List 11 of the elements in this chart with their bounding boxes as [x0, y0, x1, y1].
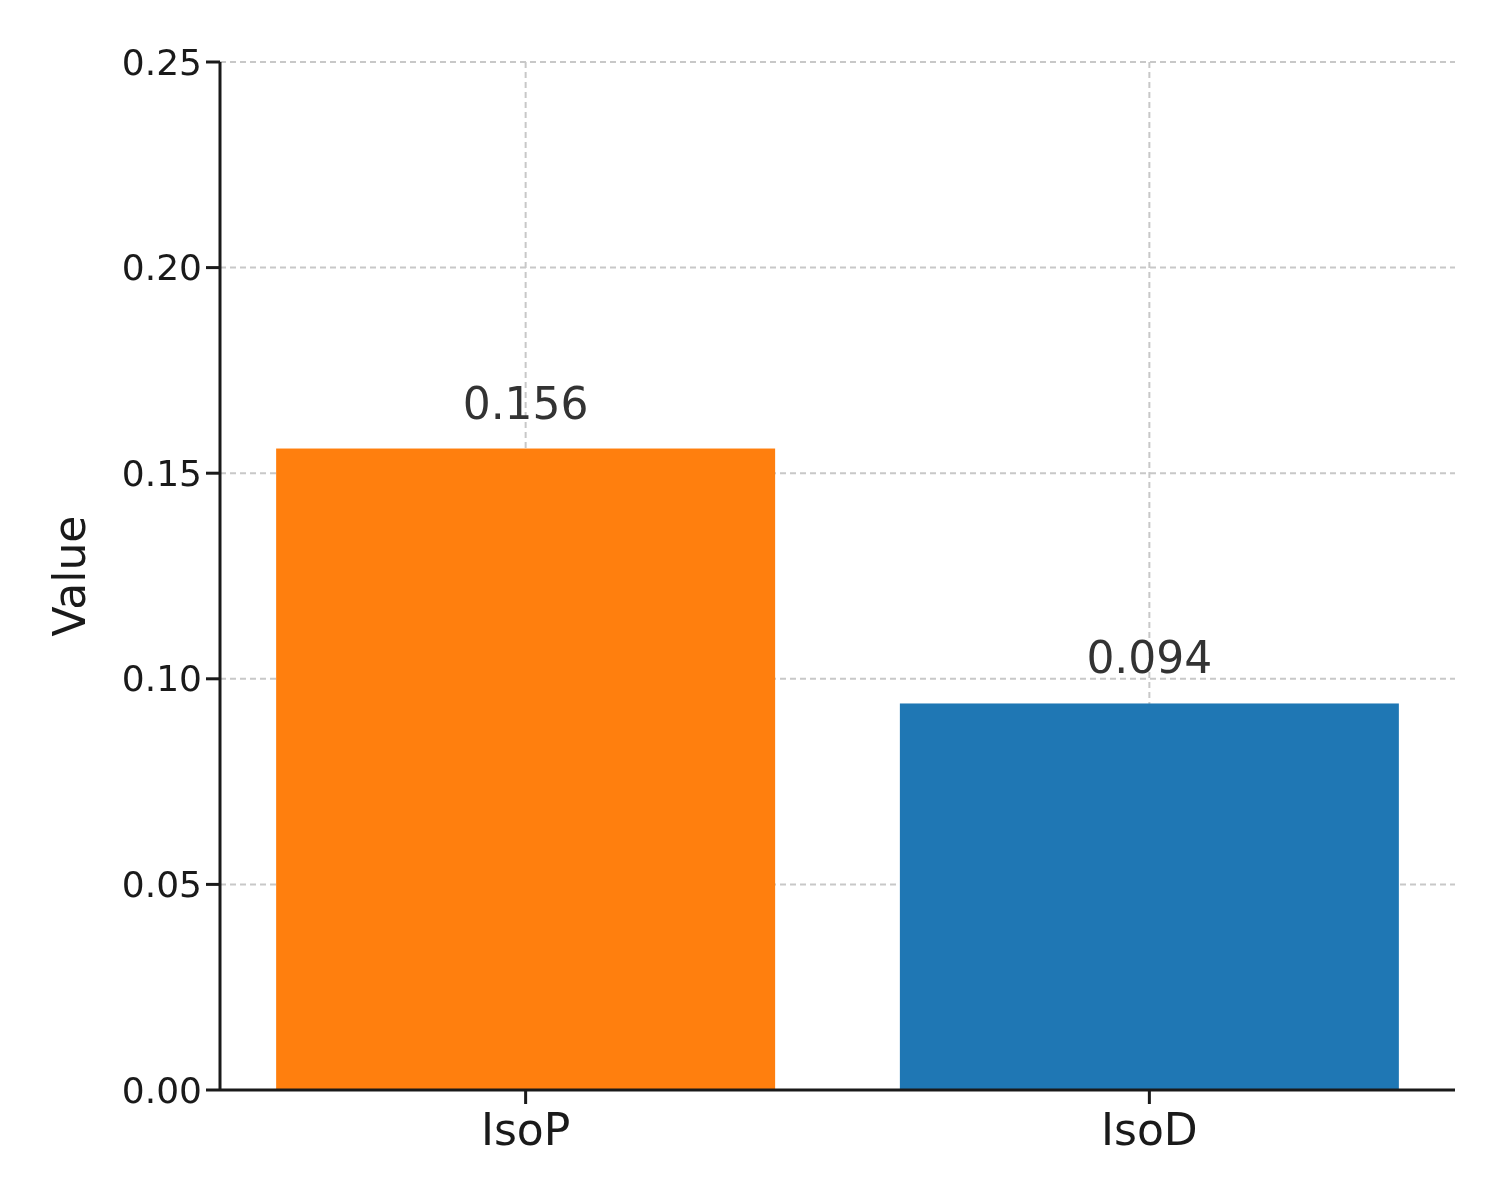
- y-tick-label: 0.05: [121, 864, 202, 905]
- y-tick-label: 0.15: [121, 452, 202, 494]
- data-label: 0.094: [1086, 632, 1213, 684]
- x-tick-label: IsoD: [1101, 1104, 1198, 1155]
- data-label: 0.156: [462, 377, 589, 429]
- y-tick-label: 0.25: [121, 41, 202, 83]
- y-tick-label: 0.00: [121, 1069, 202, 1111]
- y-tick-label: 0.20: [121, 247, 202, 289]
- y-tick-label: 0.10: [121, 658, 202, 700]
- y-axis-title: Value: [44, 515, 95, 637]
- x-tick-label: IsoP: [480, 1104, 571, 1155]
